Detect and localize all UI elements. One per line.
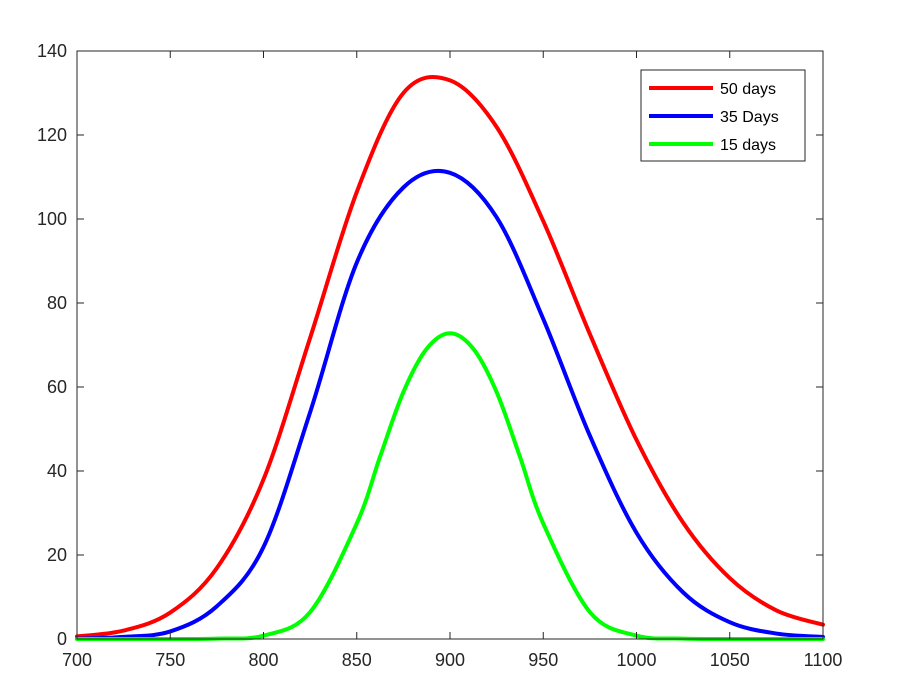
x-tick-label: 800 (248, 650, 278, 670)
legend-label-2: 35 Days (720, 109, 779, 126)
y-tick-label: 20 (47, 545, 67, 565)
x-tick-label: 900 (435, 650, 465, 670)
legend: 50 days 35 Days 15 days (640, 69, 806, 162)
y-tick-label: 60 (47, 377, 67, 397)
legend-label-3: 15 days (720, 137, 776, 154)
x-tick-label: 700 (62, 650, 92, 670)
y-tick-label: 120 (37, 125, 67, 145)
series-line-1 (75, 74, 825, 639)
y-tick-label: 100 (37, 209, 67, 229)
x-tick-label: 750 (155, 650, 185, 670)
y-tick-label: 80 (47, 293, 67, 313)
x-tick-label: 850 (342, 650, 372, 670)
x-tick-label: 1000 (616, 650, 656, 670)
y-tick-label: 40 (47, 461, 67, 481)
x-tick-label: 1100 (804, 650, 843, 670)
y-axis: 0 20 40 60 80 100 120 140 (37, 41, 823, 649)
x-tick-label: 1050 (710, 650, 750, 670)
legend-label-1: 50 days (720, 81, 776, 98)
x-axis: 700 750 800 850 900 950 1000 1050 1100 (62, 51, 842, 670)
x-tick-label: 950 (528, 650, 558, 670)
y-tick-label: 140 (37, 41, 67, 61)
y-tick-label: 0 (57, 629, 67, 649)
series-line-2 (75, 168, 825, 641)
